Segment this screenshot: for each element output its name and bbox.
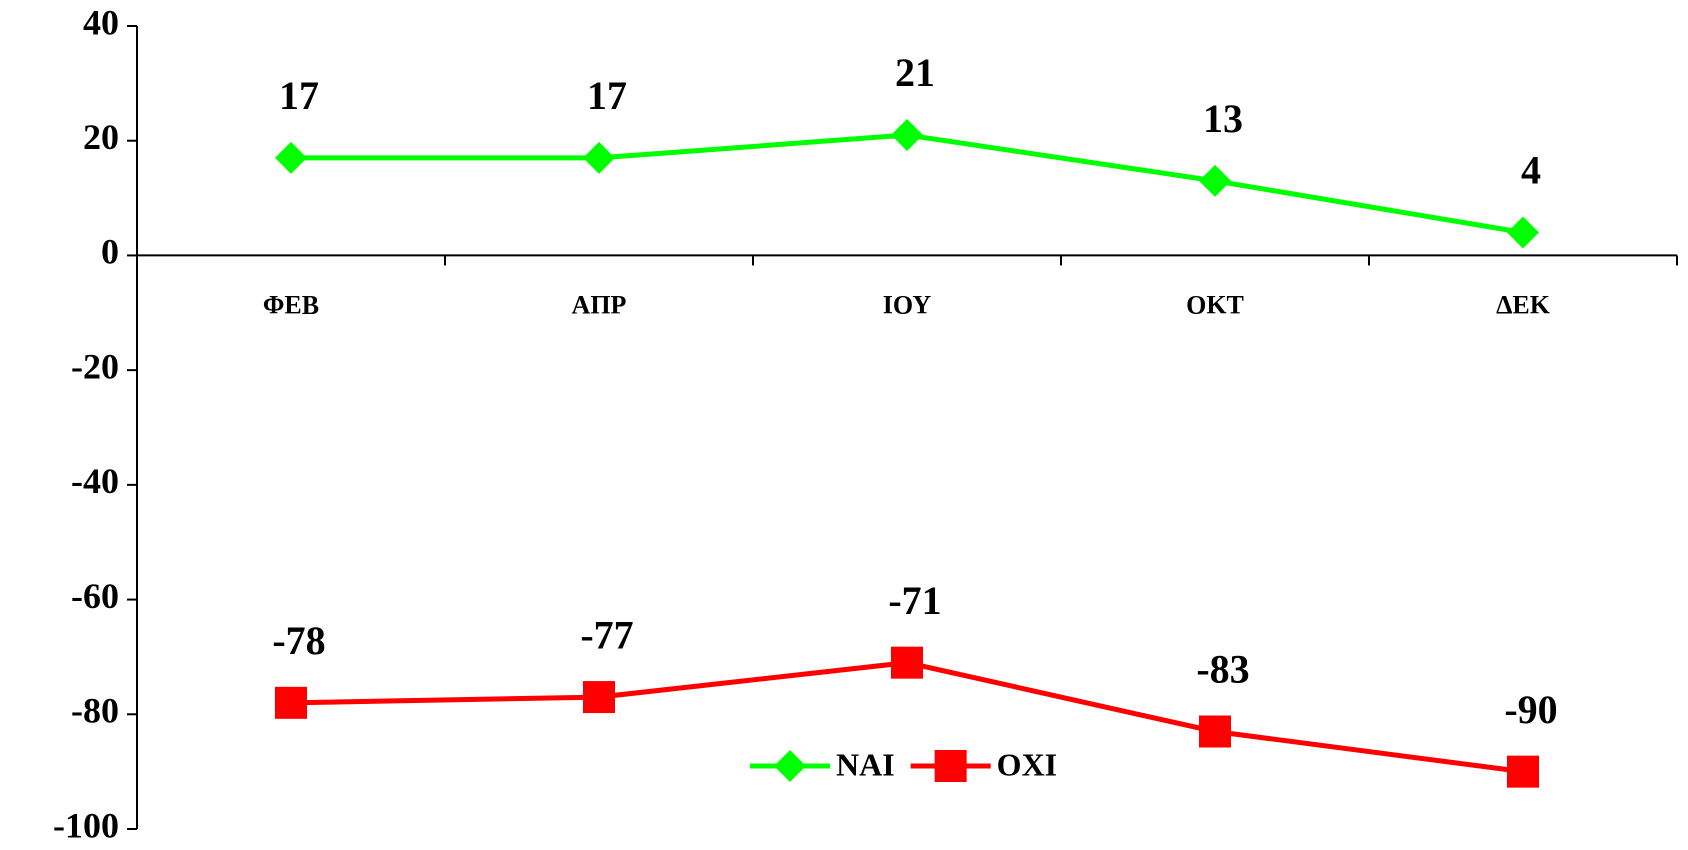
y-tick-label: 40: [83, 2, 119, 42]
legend-label: OXI: [997, 746, 1057, 782]
point: [1199, 164, 1231, 197]
data-label: -90: [1504, 687, 1557, 732]
point: [275, 141, 307, 174]
point: [1507, 216, 1539, 249]
y-tick-label: -40: [71, 461, 119, 501]
y-tick-label: -20: [71, 346, 119, 386]
point: [583, 681, 615, 714]
y-tick-label: 0: [101, 232, 119, 272]
x-tick-label: ΙΟΥ: [883, 290, 932, 319]
x-tick-label: ΑΠΡ: [572, 290, 627, 319]
data-label: -71: [888, 578, 941, 623]
y-tick-label: -60: [71, 576, 119, 616]
data-label: 21: [895, 50, 935, 95]
data-label: -83: [1196, 647, 1249, 692]
data-label: 17: [587, 73, 627, 118]
point: [891, 118, 923, 151]
legend-marker: [774, 750, 806, 782]
point: [891, 646, 923, 679]
legend: NAI OXI: [750, 746, 1057, 782]
series-line: [290, 660, 1524, 775]
data-label: -78: [272, 618, 325, 663]
legend-marker: [934, 750, 967, 782]
data-label: 4: [1521, 148, 1541, 193]
point: [275, 686, 307, 719]
point: [1199, 715, 1231, 748]
data-label: 17: [279, 73, 319, 118]
legend-label: NAI: [836, 746, 895, 782]
data-label: 13: [1203, 96, 1243, 141]
y-tick-label: -100: [53, 805, 119, 845]
y-tick-label: 20: [83, 117, 119, 157]
point: [1507, 755, 1539, 788]
point: [583, 141, 615, 174]
x-tick-label: ΦΕΒ: [263, 290, 319, 319]
x-tick-label: ΟΚΤ: [1186, 290, 1244, 319]
data-label: -77: [580, 612, 633, 657]
x-tick-label: ΔΕΚ: [1496, 290, 1551, 319]
y-tick-label: -80: [71, 691, 119, 731]
